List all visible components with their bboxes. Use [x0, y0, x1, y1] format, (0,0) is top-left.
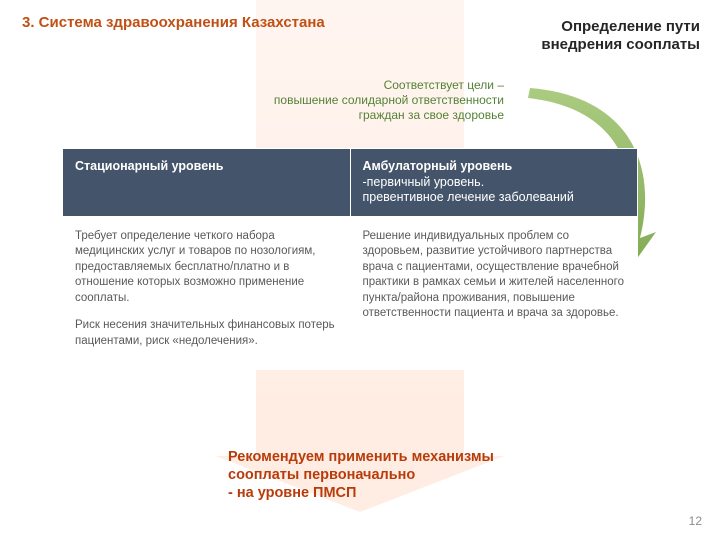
th-col2-sub2: превентивное лечение заболеваний: [363, 190, 626, 206]
right-title: Определение пути внедрения сооплаты: [500, 18, 700, 54]
th-col2-sub1: -первичный уровень.: [363, 175, 626, 191]
col1-para1: Требует определение четкого набора медиц…: [75, 229, 338, 307]
recommendation: Рекомендуем применить механизмы сооплаты…: [228, 448, 588, 502]
col2-para1: Решение индивидуальных проблем со здоров…: [363, 229, 626, 322]
col1-para2: Риск несения значительных финансовых пот…: [75, 318, 338, 349]
th-col2-title: Амбулаторный уровень: [363, 159, 513, 173]
recommend-line3: - на уровне ПМСП: [228, 485, 356, 501]
recommend-line2: сооплаты первоначально: [228, 467, 415, 483]
section-title: 3. Система здравоохранения Казахстана: [22, 14, 325, 31]
table-cell-col2: Решение индивидуальных проблем со здоров…: [350, 216, 638, 370]
right-title-line1: Определение пути: [561, 18, 700, 35]
table-header-col2: Амбулаторный уровень -первичный уровень.…: [350, 149, 638, 217]
table-header-col1: Стационарный уровень: [63, 149, 351, 217]
right-title-line2: внедрения сооплаты: [541, 36, 700, 53]
goal-line2: повышение солидарной ответственности: [274, 93, 504, 107]
table-cell-col1: Требует определение четкого набора медиц…: [63, 216, 351, 370]
goal-text: Соответствует цели – повышение солидарно…: [224, 78, 504, 123]
recommend-line1: Рекомендуем применить механизмы: [228, 449, 494, 465]
goal-line3: граждан за свое здоровье: [359, 108, 504, 122]
th-col1-title: Стационарный уровень: [75, 159, 223, 173]
goal-line1: Соответствует цели –: [384, 78, 504, 92]
comparison-table: Стационарный уровень Амбулаторный уровен…: [62, 148, 638, 370]
page-number: 12: [689, 514, 702, 528]
slide: 3. Система здравоохранения Казахстана Оп…: [0, 0, 720, 540]
